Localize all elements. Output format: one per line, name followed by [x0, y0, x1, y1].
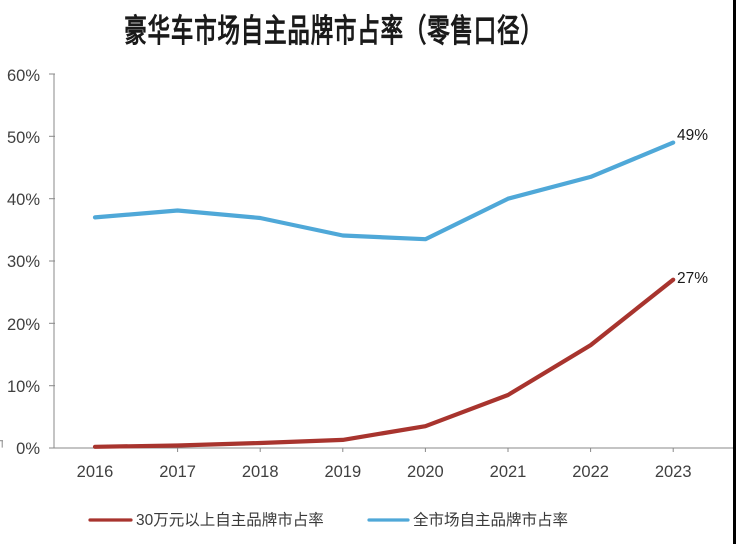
svg-text:40%: 40%: [7, 191, 40, 209]
svg-text:2021: 2021: [490, 463, 527, 481]
svg-text:2018: 2018: [242, 463, 279, 481]
svg-text:30%: 30%: [7, 253, 40, 271]
svg-text:2019: 2019: [324, 463, 361, 481]
svg-text:50%: 50%: [7, 129, 40, 147]
svg-text:20%: 20%: [7, 316, 40, 334]
svg-text:2022: 2022: [572, 463, 609, 481]
svg-text:2016: 2016: [77, 463, 114, 481]
svg-text:全市场自主品牌市占率: 全市场自主品牌市占率: [413, 511, 568, 529]
svg-text:2023: 2023: [655, 463, 692, 481]
svg-text:60%: 60%: [7, 67, 40, 85]
svg-text:30万元以上自主品牌市占率: 30万元以上自主品牌市占率: [136, 511, 324, 529]
svg-text:49%: 49%: [677, 127, 708, 144]
svg-text:2017: 2017: [159, 463, 196, 481]
svg-text:10%: 10%: [7, 378, 40, 396]
svg-text:27%: 27%: [677, 270, 708, 287]
svg-text:0%: 0%: [16, 440, 40, 458]
svg-text:2020: 2020: [407, 463, 444, 481]
